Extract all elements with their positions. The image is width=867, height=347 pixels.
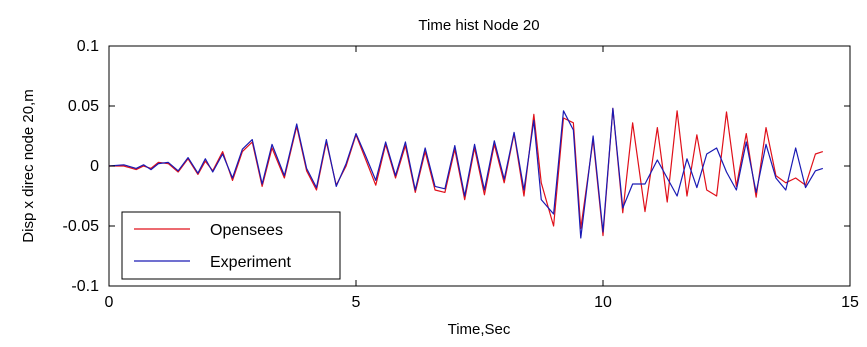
x-axis-title: Time,Sec xyxy=(448,321,511,338)
y-tick-label: 0.1 xyxy=(77,38,99,55)
x-tick-label: 5 xyxy=(352,294,361,311)
x-tick-label: 0 xyxy=(105,294,114,311)
y-tick-label: 0 xyxy=(90,158,99,175)
legend: Opensees Experiment xyxy=(121,211,341,280)
y-tick-label: -0.1 xyxy=(71,278,99,295)
chart-title: Time hist Node 20 xyxy=(418,17,539,34)
y-axis-title: Disp x direc node 20,m xyxy=(20,89,37,242)
y-tick-label: -0.05 xyxy=(63,218,100,235)
y-axis-ticks: 0.1 0.05 0 -0.05 -0.1 xyxy=(63,38,850,295)
series-line-experiment xyxy=(108,107,824,239)
legend-label-opensees: Opensees xyxy=(210,222,283,239)
series-layer xyxy=(108,107,824,239)
x-tick-label: 10 xyxy=(594,294,612,311)
y-tick-label: 0.05 xyxy=(68,98,99,115)
x-tick-label: 15 xyxy=(841,294,859,311)
series-line-opensees xyxy=(109,107,824,237)
legend-box xyxy=(121,211,341,280)
x-axis-ticks: 0 5 10 15 xyxy=(105,46,859,311)
legend-label-experiment: Experiment xyxy=(210,254,291,271)
